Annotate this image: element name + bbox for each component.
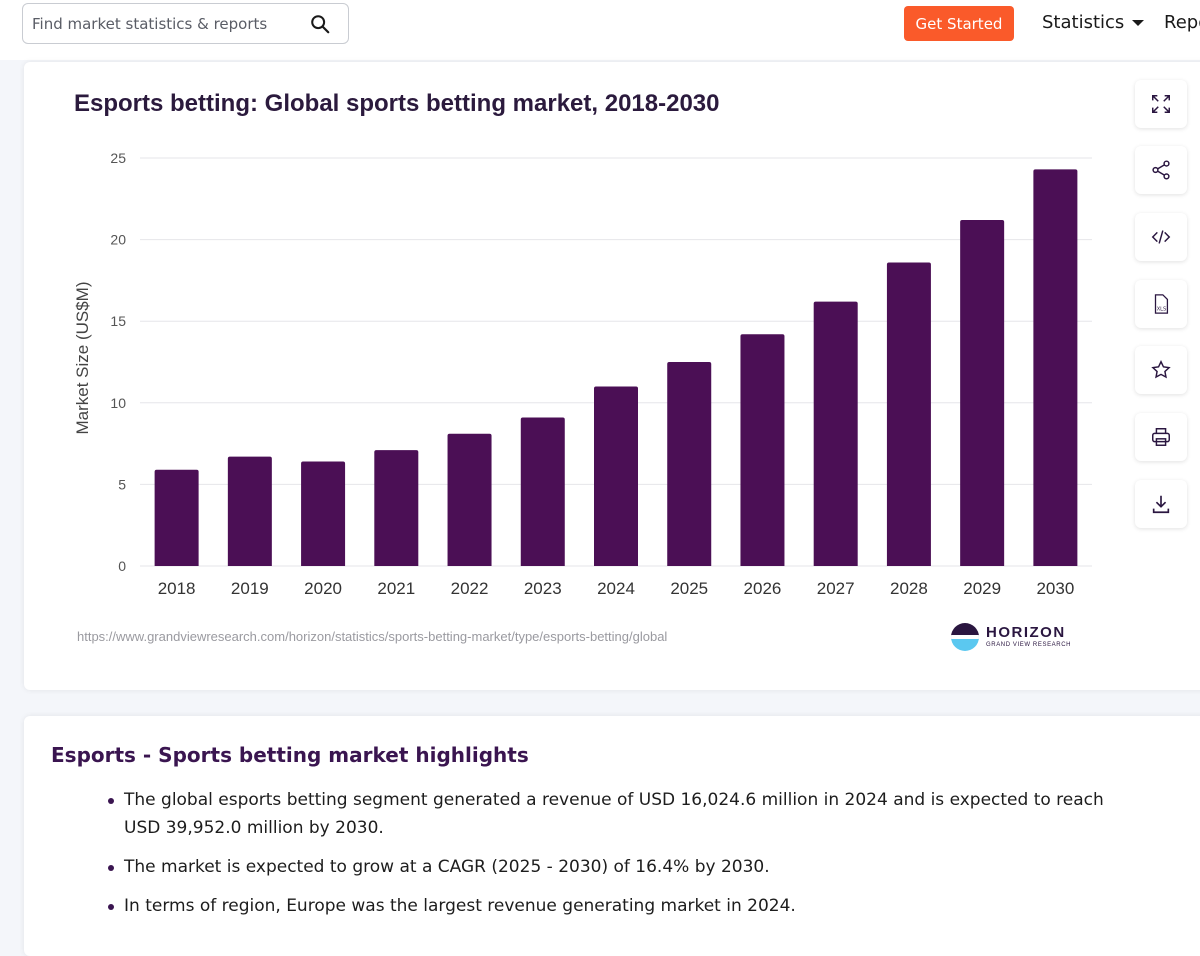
y-axis-label: Market Size (US$M) [73,281,92,434]
get-started-button[interactable]: Get Started [904,6,1014,41]
x-tick-label: 2019 [231,579,269,598]
y-tick-label: 0 [118,558,126,574]
y-tick-label: 25 [110,150,126,166]
share-button[interactable] [1135,146,1187,194]
x-tick-label: 2022 [451,579,489,598]
bar-2027[interactable] [813,301,858,566]
chevron-down-icon [1132,19,1145,26]
x-tick-label: 2021 [377,579,415,598]
bar-2026[interactable] [740,334,785,566]
share-icon [1152,160,1170,180]
bar-2022[interactable] [447,433,492,566]
favorite-button[interactable] [1135,346,1187,394]
x-tick-label: 2024 [597,579,635,598]
bar-2025[interactable] [667,362,712,566]
bar-2029[interactable] [960,220,1005,566]
bar-2020[interactable] [301,461,346,566]
search-input[interactable] [32,4,302,43]
x-tick-label: 2025 [670,579,708,598]
x-tick-label: 2027 [817,579,855,598]
bar-2024[interactable] [594,386,638,566]
download-icon [1152,495,1170,514]
xls-download-button[interactable]: XLS [1135,280,1187,328]
embed-icon [1151,230,1171,244]
y-tick-label: 15 [110,313,126,329]
highlights-card [24,716,1200,956]
x-tick-label: 2026 [744,579,782,598]
x-tick-label: 2020 [304,579,342,598]
highlight-item: The market is expected to grow at a CAGR… [106,853,1116,881]
x-tick-label: 2028 [890,579,928,598]
x-tick-label: 2029 [963,579,1001,598]
bar-2023[interactable] [520,417,565,566]
nav-reports[interactable]: Repo [1164,12,1200,33]
logo-name: HORIZON [986,624,1066,641]
search-box [22,3,349,44]
y-tick-label: 5 [118,476,126,492]
bar-2028[interactable] [886,262,931,566]
y-tick-label: 10 [110,395,126,411]
x-tick-label: 2023 [524,579,562,598]
highlight-item: In terms of region, Europe was the large… [106,892,1116,920]
print-button[interactable] [1135,413,1187,461]
download-button[interactable] [1135,480,1187,528]
bar-2030[interactable] [1033,169,1078,566]
bar-2021[interactable] [374,450,419,566]
chart-title: Esports betting: Global sports betting m… [74,90,720,117]
horizon-logo[interactable]: HORIZON GRAND VIEW RESEARCH [950,622,1071,652]
highlights-list: The global esports betting segment gener… [106,786,1116,931]
source-url[interactable]: https://www.grandviewresearch.com/horizo… [77,629,668,644]
logo-tagline: GRAND VIEW RESEARCH [986,642,1072,648]
nav-statistics-label: Statistics [1042,12,1125,33]
horizon-logo-icon [951,623,979,651]
fullscreen-button[interactable] [1135,80,1187,128]
x-tick-label: 2018 [158,579,196,598]
embed-button[interactable] [1135,213,1187,261]
highlights-title: Esports - Sports betting market highligh… [51,743,529,767]
y-tick-label: 20 [110,232,126,248]
highlight-item: The global esports betting segment gener… [106,786,1116,842]
bar-2019[interactable] [227,456,272,566]
print-icon [1152,428,1170,446]
nav-statistics[interactable]: Statistics [1042,12,1145,33]
fullscreen-icon [1152,95,1170,113]
xls-label: XLS [1157,306,1166,312]
search-icon[interactable] [309,13,331,35]
star-icon [1151,360,1171,379]
x-tick-label: 2030 [1036,579,1074,598]
top-bar: Get Started Statistics Repo [0,0,1200,60]
xls-icon: XLS [1154,294,1169,314]
bar-2018[interactable] [154,469,199,566]
